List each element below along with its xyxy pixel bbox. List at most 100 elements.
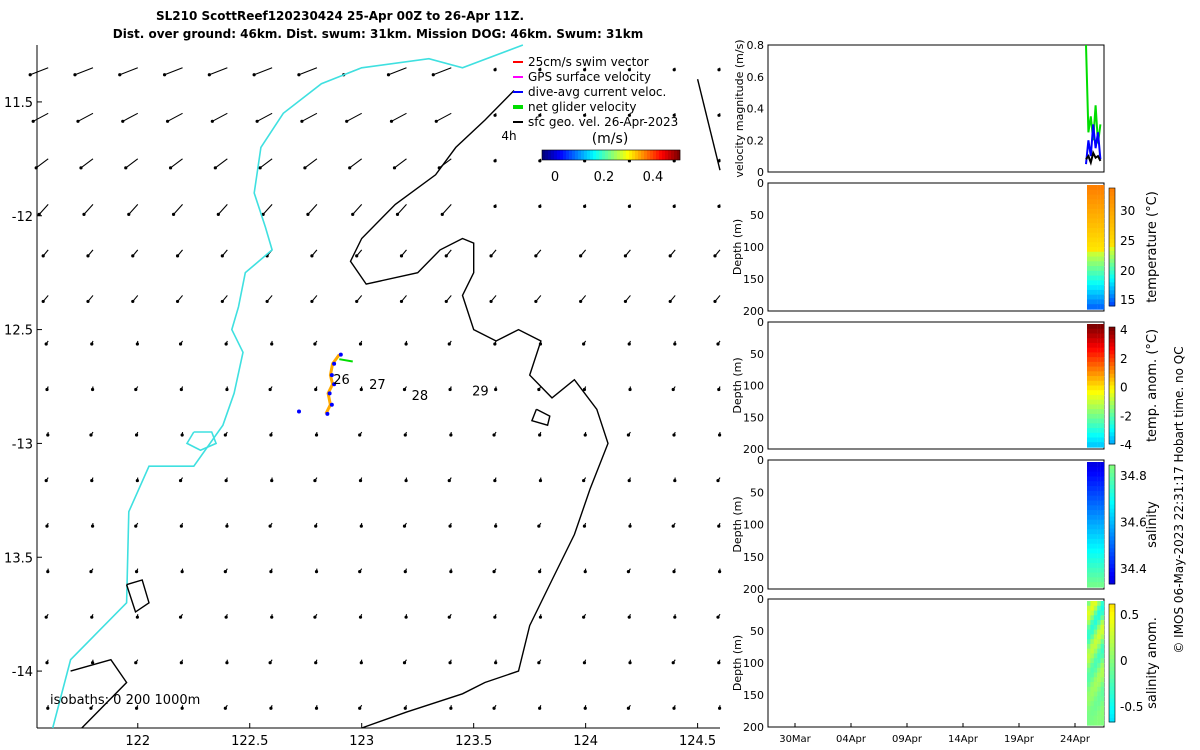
sfc-vector-head [46, 570, 50, 574]
section-cell [1097, 394, 1101, 401]
section-cell [1093, 270, 1098, 277]
section-colorbar-cell [1109, 334, 1115, 340]
sfc-vector-head [583, 68, 587, 72]
sfc-vector-head [310, 299, 314, 304]
section-cell [1097, 648, 1101, 655]
isobath-island [530, 408, 551, 427]
section-cell [1093, 514, 1098, 521]
sfc-vector-head [82, 212, 86, 216]
sfc-vector-head [582, 615, 586, 619]
sfc-vector [215, 158, 228, 169]
section-cell [1093, 486, 1098, 492]
section-cell [1100, 519, 1105, 526]
section-cell [1100, 204, 1105, 210]
section-cell [1087, 481, 1091, 487]
section-cell [1097, 380, 1101, 387]
sfc-vector [80, 158, 94, 169]
colorbar-cell [551, 150, 555, 160]
map-x-tick-label: 124 [573, 734, 598, 749]
section-cell [1087, 285, 1091, 291]
section-cell [1100, 418, 1105, 424]
section-cell [1087, 643, 1091, 650]
section-cell [1090, 634, 1094, 640]
section-colorbar-cell [1109, 666, 1115, 672]
section-cell [1087, 418, 1091, 424]
map-y-tick-label: 13.5 [4, 551, 33, 566]
sfc-vector-head [135, 342, 139, 346]
section-cell [1100, 624, 1105, 631]
sfc-vector-head [493, 204, 497, 208]
section-cell [1087, 347, 1091, 354]
section-cell [1097, 266, 1101, 272]
section-colorbar-cell [1109, 615, 1115, 621]
section-colorbar-cell [1109, 480, 1115, 486]
section-panel-temperature: 0 50 100 150 200 15 20 25 30 [743, 177, 1135, 318]
section-cell [1093, 299, 1098, 305]
section-cell [1093, 615, 1098, 621]
section-cell [1087, 524, 1091, 530]
section-cell [1093, 251, 1098, 258]
section-cell [1100, 476, 1105, 482]
colorbar-cell [653, 150, 657, 160]
sfc-vector-head [672, 706, 676, 710]
section-cell [1100, 280, 1105, 286]
section-cell [1100, 261, 1105, 267]
section-cell [1097, 720, 1101, 726]
section-cell [1093, 409, 1098, 415]
section-cell [1097, 204, 1101, 210]
section-cell [1093, 705, 1098, 712]
section-cell [1093, 548, 1098, 554]
colorbar-cell [542, 150, 546, 160]
sfc-vector-head [41, 254, 45, 258]
section-cell [1093, 466, 1098, 473]
section-cell [1097, 624, 1101, 631]
section-cell [1100, 385, 1105, 391]
section-cell [1093, 237, 1098, 243]
section-cell [1090, 223, 1094, 229]
section-cell [1093, 232, 1098, 239]
sfc-vector-head [444, 299, 448, 304]
section-cell [1090, 404, 1094, 410]
section-cell [1093, 582, 1098, 588]
colorbar-cell [644, 150, 648, 160]
sfc-vector-head [178, 615, 183, 619]
section-cell [1087, 720, 1091, 726]
time-tick-label: 09Apr [892, 734, 923, 745]
sfc-vector-head [178, 478, 183, 483]
section-cell [1097, 227, 1101, 234]
section-cell [1093, 543, 1098, 550]
section-cell [1100, 352, 1105, 358]
section-cell [1093, 366, 1098, 372]
section-cell [1093, 629, 1098, 636]
sfc-vector-head [46, 433, 50, 437]
section-colorbar-cell [1109, 540, 1115, 545]
section-cell [1090, 696, 1094, 702]
section-cell [1100, 232, 1105, 239]
depth-tick-label: 50 [750, 486, 764, 499]
sfc-vector-head [448, 387, 452, 392]
sfc-vector [301, 112, 318, 122]
section-colorbar-cell [1109, 302, 1115, 307]
section-cell [1100, 672, 1105, 678]
section-colorbar-cell [1109, 393, 1115, 398]
sfc-vector-head [134, 661, 138, 665]
colorbar-cell [668, 150, 672, 160]
section-cell [1097, 605, 1101, 612]
section-cell [1093, 534, 1098, 540]
sfc-vector-head [672, 204, 676, 208]
section-cell [1087, 371, 1091, 377]
sfc-vector [307, 203, 318, 215]
section-cell [1093, 677, 1098, 683]
sfc-vector-head [449, 433, 453, 437]
section-colorbar-cell [1109, 643, 1115, 648]
sfc-vector-head [76, 119, 80, 123]
section-cell [1090, 338, 1094, 344]
map-y-tick-label: -12 [12, 210, 33, 225]
sfc-vector [352, 203, 363, 215]
section-cell [1093, 275, 1098, 282]
velocity-series [1085, 150, 1102, 166]
section-cell [1100, 466, 1105, 473]
section-cell [1087, 510, 1091, 516]
section-colorbar-cell [1109, 199, 1115, 205]
section-cell [1090, 390, 1094, 396]
